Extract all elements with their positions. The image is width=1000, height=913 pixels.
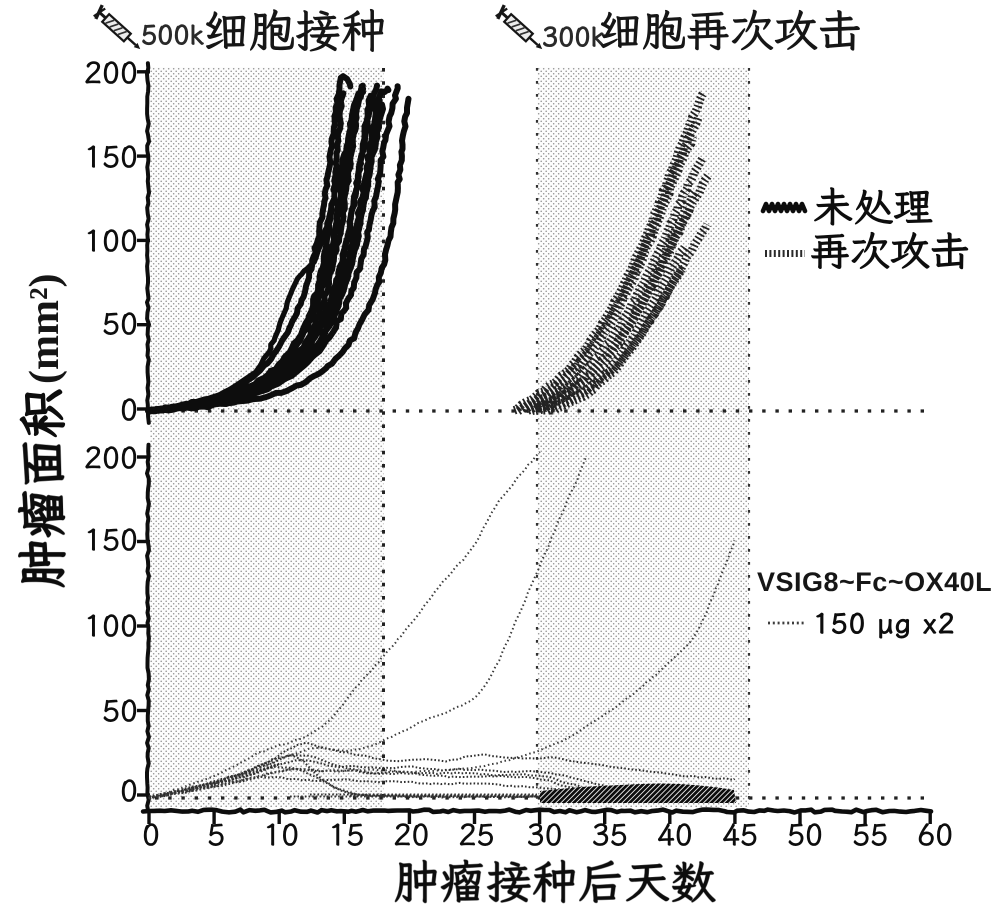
svg-text:VSIG8~Fc~OX40L: VSIG8~Fc~OX40L <box>757 567 992 597</box>
svg-text:(mm²): (mm²) <box>22 273 68 384</box>
